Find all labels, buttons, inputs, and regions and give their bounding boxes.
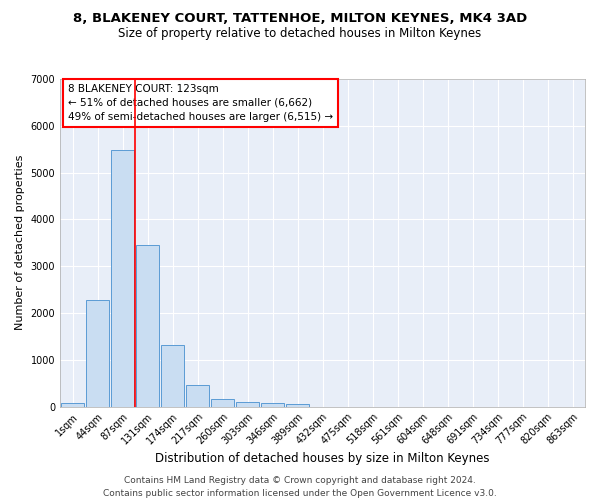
Bar — [236, 402, 259, 406]
Bar — [161, 346, 184, 406]
Bar — [261, 404, 284, 406]
Text: 8, BLAKENEY COURT, TATTENHOE, MILTON KEYNES, MK4 3AD: 8, BLAKENEY COURT, TATTENHOE, MILTON KEY… — [73, 12, 527, 26]
Bar — [186, 384, 209, 406]
Bar — [111, 150, 134, 406]
Y-axis label: Number of detached properties: Number of detached properties — [15, 155, 25, 330]
Bar — [211, 399, 234, 406]
Text: 8 BLAKENEY COURT: 123sqm
← 51% of detached houses are smaller (6,662)
49% of sem: 8 BLAKENEY COURT: 123sqm ← 51% of detach… — [68, 84, 333, 122]
Bar — [86, 300, 109, 406]
Text: Size of property relative to detached houses in Milton Keynes: Size of property relative to detached ho… — [118, 28, 482, 40]
Text: Contains HM Land Registry data © Crown copyright and database right 2024.
Contai: Contains HM Land Registry data © Crown c… — [103, 476, 497, 498]
Bar — [286, 404, 309, 406]
Bar — [136, 245, 159, 406]
Bar — [61, 403, 84, 406]
X-axis label: Distribution of detached houses by size in Milton Keynes: Distribution of detached houses by size … — [155, 452, 490, 465]
